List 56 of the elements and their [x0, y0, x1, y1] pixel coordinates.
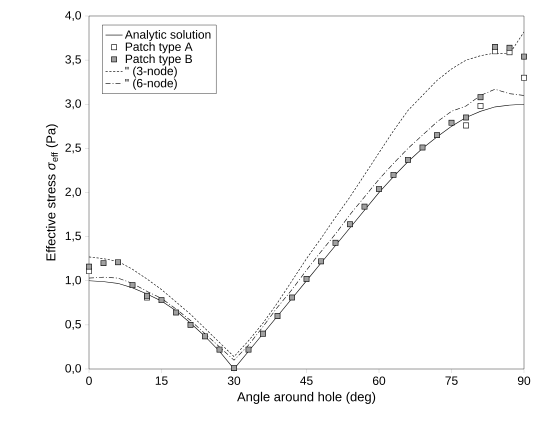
point [231, 365, 237, 372]
x-tick-label: 75 [445, 376, 458, 385]
y-tick-label: 2,0 [65, 188, 82, 198]
point [304, 276, 310, 282]
point [100, 260, 106, 266]
point [478, 103, 484, 109]
legend-label: " (3-node) [125, 66, 177, 78]
point [362, 204, 368, 210]
y-tick-label: 4,0 [65, 11, 82, 21]
point [463, 114, 469, 120]
point [376, 186, 382, 192]
x-tick-label: 30 [228, 376, 240, 385]
x-tick-label: 45 [300, 376, 313, 385]
legend-label: Patch type B [126, 54, 192, 66]
legend-label: Patch type A [126, 42, 193, 54]
point [216, 346, 222, 352]
point [274, 313, 280, 319]
x-tick-label: 60 [372, 376, 386, 385]
point [115, 259, 121, 266]
point [188, 322, 194, 328]
point [420, 144, 426, 150]
point [521, 74, 527, 81]
point [448, 120, 454, 126]
y-axis-title: Effective stress σ$_{eff}$ (Pa) [46, 124, 58, 260]
point [86, 264, 92, 270]
y-tick-label: 0,0 [65, 364, 82, 374]
point [478, 94, 484, 100]
y-tick-label: 0,5 [65, 320, 81, 330]
point [434, 132, 440, 138]
legend-label: " (6-node) [125, 78, 177, 90]
point [405, 156, 411, 163]
point [130, 282, 136, 288]
x-tick-label: 0 [86, 376, 92, 385]
y-tick-label: 3,5 [65, 55, 81, 66]
point [289, 294, 295, 300]
legend-label: Analytic solution [124, 30, 210, 42]
y-tick-label: 2,5 [65, 143, 81, 154]
point [347, 221, 353, 228]
point [158, 297, 164, 304]
point [318, 258, 324, 264]
point [521, 54, 527, 60]
point [463, 122, 469, 128]
point [390, 172, 396, 178]
point [506, 44, 512, 51]
point [202, 333, 208, 340]
x-axis-title: Angle around hole (deg) [237, 392, 376, 404]
point [260, 330, 266, 337]
point [492, 44, 498, 50]
point [246, 346, 252, 352]
y-tick-label: 1,0 [66, 276, 82, 286]
point [173, 310, 179, 316]
x-tick-label: 15 [156, 376, 168, 385]
y-tick-label: 3,0 [65, 99, 82, 110]
point [332, 240, 338, 246]
y-tick-label: 1,5 [66, 232, 81, 242]
x-tick-label: 90 [518, 376, 530, 385]
